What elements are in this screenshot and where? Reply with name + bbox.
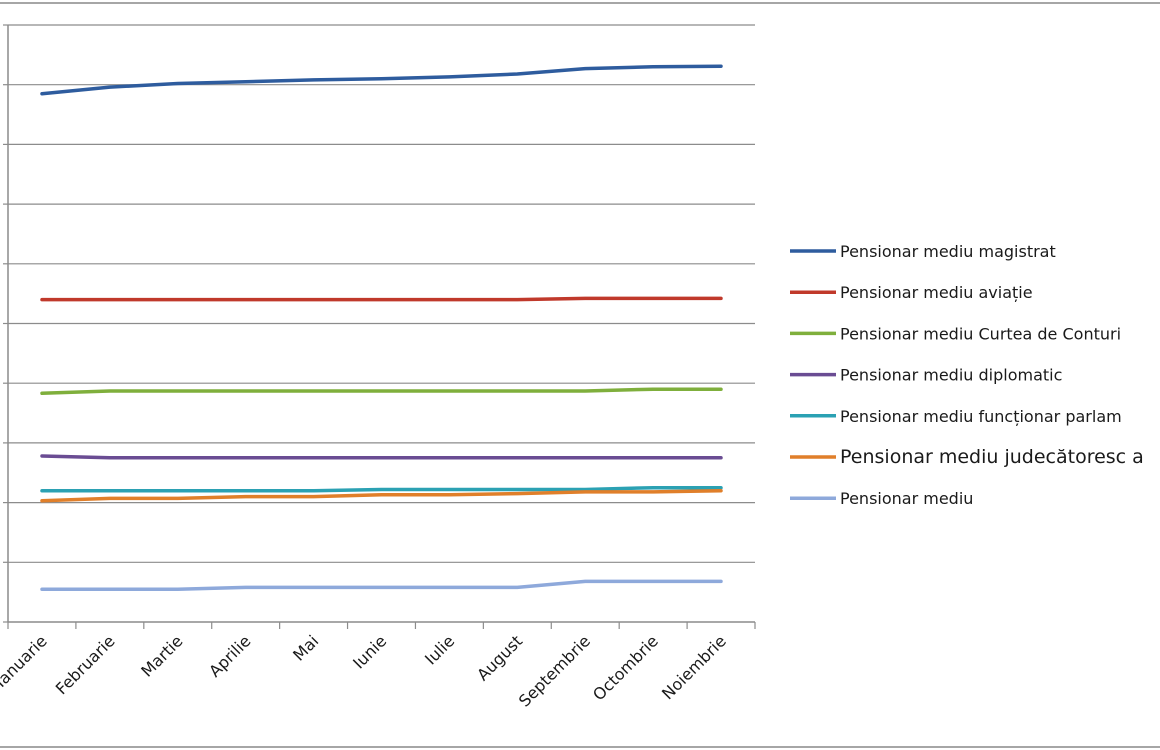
x-tick-label: August	[473, 631, 526, 684]
series-line-6	[40, 488, 723, 503]
x-tick-label: Septembrie	[515, 631, 594, 710]
x-tick-label: Martie	[137, 631, 186, 680]
legend-label: Pensionar mediu	[840, 489, 973, 508]
x-tick-label: Februarie	[52, 631, 119, 698]
series-line-1	[40, 64, 723, 96]
legend-label: Pensionar mediu judecătoresc a	[840, 446, 1144, 468]
x-tick-label: Mai	[289, 631, 322, 664]
x-tick-label: Ianuarie	[0, 631, 51, 691]
x-tick-label: Aprilie	[205, 631, 254, 680]
legend-label: Pensionar mediu magistrat	[840, 242, 1056, 261]
legend-label: Pensionar mediu diplomatic	[840, 366, 1062, 385]
x-tick-label: Octombrie	[589, 631, 662, 704]
legend-label: Pensionar mediu funcționar parlam	[840, 407, 1122, 426]
series-line-2	[40, 296, 723, 302]
series-line-7	[40, 579, 723, 591]
series-line-5	[40, 485, 723, 493]
legend-label: Pensionar mediu Curtea de Conturi	[840, 324, 1121, 343]
legend-label: Pensionar mediu aviație	[840, 283, 1033, 302]
x-tick-label: Noiembrie	[658, 631, 730, 703]
x-tick-label: Iulie	[421, 631, 458, 668]
x-tick-label: Iunie	[349, 631, 390, 672]
series-line-3	[40, 387, 723, 396]
series-line-4	[40, 454, 723, 460]
